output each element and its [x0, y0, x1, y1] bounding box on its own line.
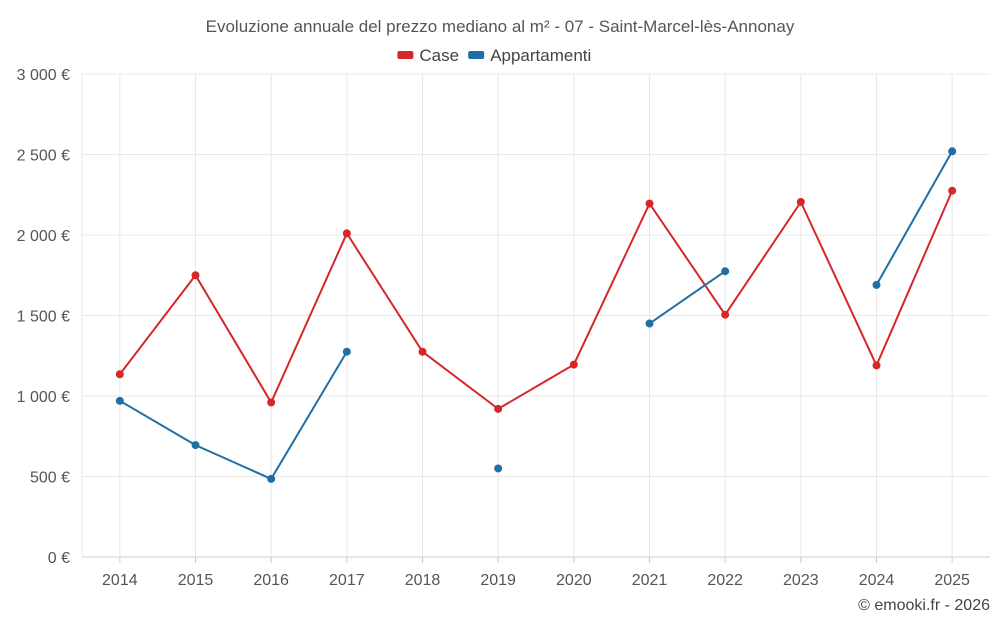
x-tick-label: 2023 [783, 572, 819, 589]
series-appartamenti [115, 147, 957, 483]
data-point[interactable] [115, 396, 124, 405]
data-point[interactable] [494, 404, 503, 413]
x-tick-label: 2020 [556, 572, 592, 589]
legend-item-appartamenti[interactable]: Appartamenti [468, 46, 591, 65]
series-line [648, 270, 726, 325]
data-point[interactable] [796, 197, 805, 206]
data-point[interactable] [494, 464, 503, 473]
data-point[interactable] [645, 199, 654, 208]
series-case [115, 186, 957, 413]
data-point[interactable] [948, 186, 957, 195]
legend-swatch [397, 51, 414, 59]
x-tick-label: 2017 [329, 572, 365, 589]
series-line [119, 190, 954, 410]
x-tick-label: 2015 [178, 572, 214, 589]
data-point[interactable] [342, 229, 351, 238]
data-point[interactable] [569, 360, 578, 369]
data-point[interactable] [191, 271, 200, 280]
x-tick-label: 2018 [405, 572, 441, 589]
x-tick-label: 2025 [934, 572, 970, 589]
data-point[interactable] [115, 370, 124, 379]
legend-label: Appartamenti [490, 46, 591, 65]
y-tick-label: 1 000 € [17, 389, 70, 406]
y-axis: 0 € 500 € 1 000 € 1 500 € 2 000 € 2 500 € 3 00… [17, 67, 70, 567]
legend[interactable]: Case Appartamenti [397, 46, 591, 65]
series-line [875, 150, 954, 286]
data-point[interactable] [721, 310, 730, 319]
data-point[interactable] [342, 347, 351, 356]
x-tick-label: 2016 [253, 572, 289, 589]
series [115, 147, 957, 483]
data-point[interactable] [645, 319, 654, 328]
x-axis: 2014 2015 2016 2017 2018 2019 2020 2021 2022 2023… [102, 557, 970, 589]
data-point[interactable] [872, 361, 881, 370]
data-point[interactable] [872, 280, 881, 289]
y-tick-label: 0 € [48, 550, 70, 567]
data-point[interactable] [267, 474, 276, 483]
x-tick-label: 2022 [707, 572, 743, 589]
credit-text: © emooki.fr - 2026 [858, 597, 990, 614]
legend-swatch [468, 51, 485, 59]
y-tick-label: 3 000 € [17, 67, 70, 84]
y-tick-label: 1 500 € [17, 309, 70, 326]
x-tick-label: 2014 [102, 572, 138, 589]
data-point[interactable] [267, 398, 276, 407]
series-line [119, 351, 348, 480]
data-point[interactable] [721, 267, 730, 276]
legend-label: Case [419, 46, 459, 65]
data-point[interactable] [418, 347, 427, 356]
x-tick-label: 2024 [859, 572, 895, 589]
y-tick-label: 500 € [30, 470, 70, 487]
data-point[interactable] [191, 441, 200, 450]
grid [81, 73, 990, 558]
y-tick-label: 2 500 € [17, 148, 70, 165]
x-tick-label: 2019 [480, 572, 516, 589]
data-point[interactable] [948, 147, 957, 156]
legend-item-case[interactable]: Case [397, 46, 459, 65]
x-tick-label: 2021 [632, 572, 668, 589]
y-tick-label: 2 000 € [17, 228, 70, 245]
chart-title: Evoluzione annuale del prezzo mediano al… [206, 17, 795, 36]
